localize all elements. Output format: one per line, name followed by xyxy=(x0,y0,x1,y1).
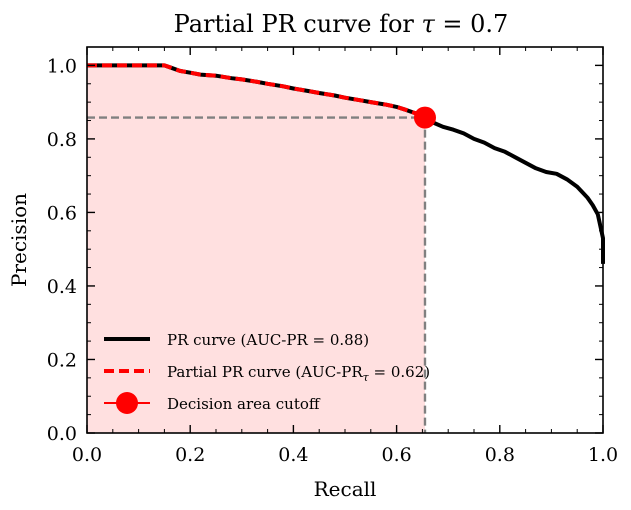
y-tick-label: 0.2 xyxy=(47,349,77,371)
axis-tick-labels: 0.0 0.2 0.4 0.6 0.8 1.0 0.0 0.2 0.4 0.6 0.8 1.0 xyxy=(47,55,618,466)
y-tick-label: 1.0 xyxy=(47,55,77,77)
y-tick-label: 0.4 xyxy=(47,276,77,298)
x-tick-label: 0.4 xyxy=(278,444,308,466)
x-axis-label: Recall xyxy=(314,477,377,501)
partial-area-fill xyxy=(87,65,425,433)
x-tick-label: 0.8 xyxy=(485,444,515,466)
axis-ticks xyxy=(86,47,604,434)
partial-pr-curve-line xyxy=(87,63,426,120)
x-tick-label: 0.6 xyxy=(381,444,411,466)
legend-label-pr-curve: PR curve (AUC-PR = 0.88) xyxy=(167,331,369,349)
y-axis-label: Precision xyxy=(7,193,31,287)
x-tick-label: 0.0 xyxy=(72,444,102,466)
legend: PR curve (AUC-PR = 0.88) Partial PR curv… xyxy=(104,331,430,414)
y-tick-label: 0.6 xyxy=(47,202,77,224)
x-tick-label: 0.2 xyxy=(175,444,205,466)
y-tick-label: 0.8 xyxy=(47,129,77,151)
chart-title: Partial PR curve for τ = 0.7 xyxy=(174,10,509,38)
decision-cutoff-marker xyxy=(413,106,436,129)
x-tick-label: 1.0 xyxy=(588,444,618,466)
legend-label-partial-curve: Partial PR curve (AUC-PRτ = 0.62) xyxy=(167,363,430,384)
legend-swatch-cutoff-marker xyxy=(116,392,138,414)
y-tick-label: 0.0 xyxy=(47,423,77,445)
legend-label-cutoff: Decision area cutoff xyxy=(167,395,321,413)
